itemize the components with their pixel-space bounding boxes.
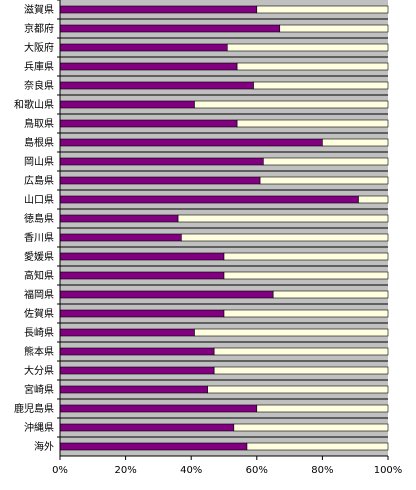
category-label: 高知県 — [24, 269, 54, 282]
bar-segment-1 — [59, 385, 208, 394]
category-label: 大分県 — [24, 364, 54, 377]
bar-segment-1 — [59, 404, 258, 413]
category-label: 兵庫県 — [24, 60, 54, 73]
bar-segment-1 — [59, 423, 235, 432]
category-label: 山口県 — [24, 194, 54, 206]
bar-segment-2 — [207, 385, 389, 394]
x-tick-label: 40% — [180, 465, 202, 476]
bar-segment-1 — [59, 290, 274, 299]
x-tick-label: 80% — [311, 465, 333, 476]
bar-segment-1 — [59, 347, 215, 356]
bar-segment-2 — [322, 138, 389, 147]
category-label: 鳥取県 — [24, 117, 54, 130]
x-tick-label: 0% — [52, 465, 68, 476]
category-label: 京都府 — [24, 22, 54, 35]
bar-segment-1 — [59, 271, 225, 280]
bar-segment-1 — [59, 157, 264, 166]
bar-segment-2 — [259, 176, 389, 185]
bar-segment-2 — [358, 195, 389, 204]
category-label: 佐賀県 — [24, 308, 54, 320]
bar-segment-2 — [226, 43, 389, 52]
bar-segment-2 — [233, 423, 389, 432]
bar-segment-1 — [59, 233, 182, 242]
bar-segment-2 — [223, 252, 389, 261]
category-label: 沖縄県 — [24, 421, 54, 434]
bar-segment-2 — [279, 24, 389, 33]
category-label: 広島県 — [24, 174, 54, 187]
bar-segment-2 — [223, 309, 389, 318]
bar-segment-1 — [59, 442, 248, 451]
bar-segment-1 — [59, 366, 215, 375]
bar-segment-1 — [59, 328, 195, 337]
bar-segment-2 — [256, 404, 389, 413]
bar-segment-1 — [59, 252, 225, 261]
bar-segment-2 — [256, 5, 389, 14]
category-label: 岡山県 — [24, 156, 54, 168]
bar-segment-2 — [246, 442, 389, 451]
bar-segment-2 — [223, 271, 389, 280]
bar-segment-1 — [59, 138, 323, 147]
bar-segment-1 — [59, 100, 195, 109]
category-label: 和歌山県 — [14, 98, 54, 111]
category-label: 福岡県 — [24, 288, 54, 301]
category-label: 香川県 — [24, 232, 54, 244]
bar-segment-2 — [181, 233, 389, 242]
x-tick-label: 20% — [114, 465, 136, 476]
bar-segment-1 — [59, 43, 228, 52]
category-label: 熊本県 — [24, 345, 54, 358]
bar-segment-2 — [272, 290, 389, 299]
bar-segment-2 — [213, 366, 389, 375]
category-label: 島根県 — [24, 136, 54, 149]
bar-segment-1 — [59, 176, 261, 185]
category-label: 大阪府 — [24, 41, 54, 54]
bar-segment-2 — [236, 119, 389, 128]
bar-segment-2 — [194, 100, 389, 109]
category-label: 奈良県 — [24, 79, 54, 92]
category-label: 滋賀県 — [24, 3, 54, 16]
bar-segment-2 — [213, 347, 389, 356]
bar-segment-2 — [263, 157, 389, 166]
bar-segment-2 — [253, 81, 389, 90]
bar-segment-1 — [59, 62, 238, 71]
grid-lines — [60, 18, 388, 438]
bar-segment-1 — [59, 81, 254, 90]
category-label: 徳島県 — [24, 212, 54, 225]
bar-segment-1 — [59, 24, 281, 33]
bar-segment-1 — [59, 309, 225, 318]
category-labels: 滋賀県京都府大阪府兵庫県奈良県和歌山県鳥取県島根県岡山県広島県山口県徳島県香川県… — [14, 0, 60, 453]
x-axis: 0% 20% 40% 60% 80% 100% — [52, 456, 402, 476]
bar-segment-2 — [194, 328, 389, 337]
bar-segment-1 — [59, 119, 238, 128]
category-label: 長崎県 — [24, 326, 54, 339]
bar-segment-2 — [177, 214, 389, 223]
bar-segment-1 — [59, 195, 359, 204]
category-label: 宮崎県 — [24, 383, 54, 396]
category-label: 愛媛県 — [24, 250, 54, 263]
category-label: 海外 — [34, 440, 54, 453]
bars — [59, 5, 389, 451]
category-label: 鹿児島県 — [14, 402, 54, 415]
bar-segment-1 — [59, 214, 179, 223]
x-tick-label: 100% — [374, 465, 403, 476]
bar-segment-2 — [236, 62, 389, 71]
bar-segment-1 — [59, 5, 258, 14]
x-tick-label: 60% — [246, 465, 268, 476]
